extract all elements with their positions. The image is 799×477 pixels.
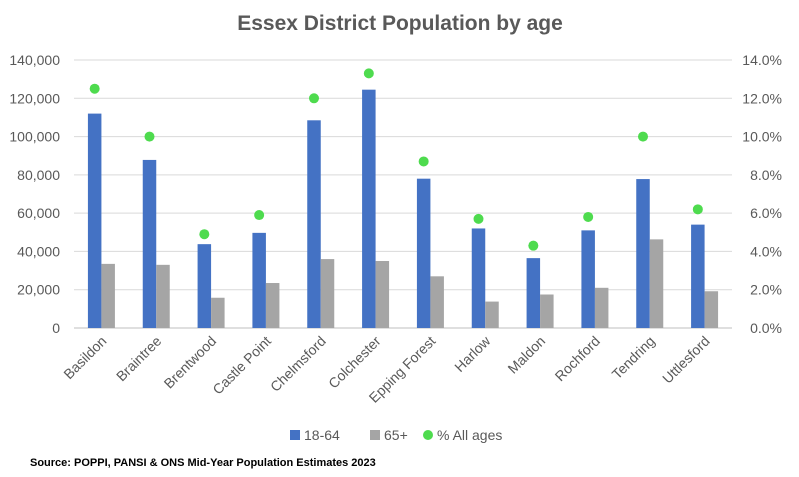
- bar-18-64-basildon: [87, 113, 102, 328]
- category-label: Maldon: [504, 333, 548, 377]
- y-left-tick-label: 60,000: [17, 205, 60, 221]
- marker-pct-maldon: [528, 240, 539, 251]
- bar-65--brentwood: [211, 297, 225, 328]
- bar-65--epping-forest: [430, 276, 444, 328]
- y-right-tick-label: 6.0%: [750, 205, 782, 221]
- y-left-tick-label: 0: [52, 320, 60, 336]
- bar-65--colchester: [375, 261, 390, 328]
- legend-label: 65+: [384, 427, 408, 443]
- bar-65--uttlesford: [704, 291, 719, 328]
- marker-pct-uttlesford: [692, 204, 703, 215]
- bar-65--braintree: [156, 264, 170, 328]
- y-left-tick-label: 80,000: [17, 167, 60, 183]
- y-right-tick-label: 4.0%: [750, 243, 782, 259]
- legend-swatch: [370, 430, 380, 440]
- bar-18-64-maldon: [526, 258, 541, 328]
- category-label: Castle Point: [209, 333, 274, 398]
- bar-65--maldon: [540, 294, 554, 328]
- bar-18-64-colchester: [362, 89, 376, 329]
- y-axis-left: 0 20,000 40,000 60,000 80,000 100,000 120,000 1…: [9, 52, 60, 336]
- bar-65--rochford: [594, 287, 609, 328]
- bar-18-64-brentwood: [197, 244, 212, 328]
- bar-65--basildon: [101, 263, 115, 328]
- y-right-tick-label: 2.0%: [750, 282, 782, 298]
- marker-pct-castle-point: [254, 210, 265, 221]
- y-right-tick-label: 10.0%: [742, 129, 782, 145]
- marker-pct-epping-forest: [418, 156, 429, 167]
- category-label: Colchester: [325, 333, 384, 392]
- y-left-tick-label: 40,000: [17, 243, 60, 259]
- bar-18-64-uttlesford: [691, 224, 705, 328]
- y-left-tick-label: 20,000: [17, 282, 60, 298]
- bar-18-64-harlow: [471, 228, 486, 328]
- marker-pct-rochford: [583, 211, 594, 222]
- y-left-tick-label: 140,000: [9, 52, 60, 68]
- marker-pct-braintree: [144, 131, 155, 142]
- chart-title: Essex District Population by age: [237, 12, 563, 35]
- bar-65--tendring: [649, 239, 664, 328]
- gridlines: [74, 59, 732, 329]
- source-note: Source: POPPI, PANSI & ONS Mid-Year Popu…: [30, 457, 376, 469]
- markers: [89, 68, 703, 251]
- category-label: Chelmsford: [267, 333, 329, 395]
- bars: [87, 89, 719, 329]
- bar-18-64-tendring: [636, 179, 650, 328]
- y-left-tick-label: 100,000: [9, 129, 60, 145]
- marker-pct-brentwood: [199, 229, 210, 240]
- legend-label: % All ages: [437, 427, 502, 443]
- marker-pct-colchester: [363, 68, 374, 79]
- y-right-tick-label: 12.0%: [742, 90, 782, 106]
- marker-pct-chelmsford: [309, 93, 319, 104]
- y-axis-right: 0.0% 2.0% 4.0% 6.0% 8.0% 10.0% 12.0% 14.0%: [742, 52, 782, 336]
- marker-pct-basildon: [89, 83, 100, 94]
- bar-65--castle-point: [265, 283, 280, 328]
- category-label: Uttlesford: [659, 333, 713, 387]
- bar-18-64-epping-forest: [416, 178, 431, 328]
- marker-pct-tendring: [638, 131, 648, 142]
- category-label: Basildon: [60, 333, 109, 382]
- marker-pct-harlow: [473, 213, 484, 224]
- bar-65--harlow: [485, 301, 499, 328]
- bar-18-64-chelmsford: [307, 120, 321, 328]
- bar-18-64-braintree: [142, 159, 157, 328]
- category-label: Braintree: [113, 333, 165, 385]
- legend-swatch: [290, 430, 300, 440]
- category-label: Harlow: [451, 332, 494, 375]
- legend-label: 18-64: [304, 427, 340, 443]
- bar-18-64-rochford: [581, 230, 595, 328]
- bar-65--chelmsford: [320, 259, 335, 328]
- y-right-tick-label: 14.0%: [742, 52, 782, 68]
- category-label: Rochford: [552, 333, 603, 384]
- y-right-tick-label: 0.0%: [750, 320, 782, 336]
- legend: 18-64 65+ % All ages: [290, 427, 502, 443]
- category-label: Brentwood: [161, 333, 220, 392]
- y-right-tick-label: 8.0%: [750, 167, 782, 183]
- legend-swatch: [423, 430, 433, 440]
- bar-18-64-castle-point: [252, 232, 266, 328]
- category-label: Tendring: [609, 333, 658, 382]
- y-left-tick-label: 120,000: [9, 90, 60, 106]
